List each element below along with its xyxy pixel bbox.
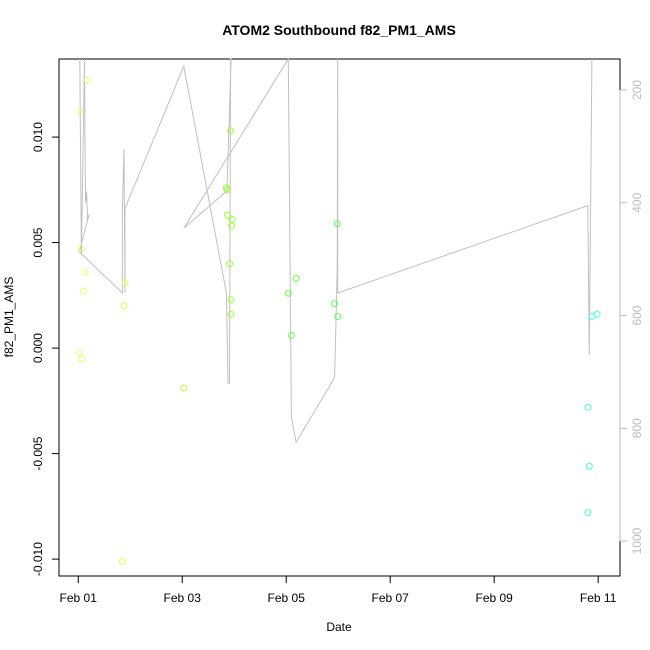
- data-point: [81, 268, 89, 276]
- data-point: [78, 355, 86, 363]
- x-tick-label: Feb 05: [268, 591, 306, 605]
- data-point: [227, 127, 235, 135]
- data-point: [79, 287, 87, 295]
- right-y-tick-label: 200: [630, 80, 644, 100]
- right-axis-series-line: [78, 57, 593, 444]
- data-point: [121, 279, 129, 287]
- right-y-tick-label: 600: [630, 305, 644, 325]
- data-point: [228, 222, 236, 230]
- data-point: [180, 384, 188, 392]
- data-point: [223, 186, 231, 194]
- y-tick-label: -0.010: [31, 542, 45, 576]
- data-point: [333, 220, 341, 228]
- x-tick-label: Feb 07: [372, 591, 410, 605]
- data-point: [584, 509, 592, 517]
- plot-box: [58, 58, 621, 577]
- data-point: [76, 108, 84, 116]
- data-point: [77, 245, 85, 253]
- data-point: [585, 462, 593, 470]
- y-tick-label: 0.000: [31, 333, 45, 363]
- data-point: [284, 289, 292, 297]
- data-point: [287, 331, 295, 339]
- data-point: [75, 348, 83, 356]
- data-point: [334, 312, 342, 320]
- data-point: [593, 310, 601, 318]
- y-tick-label: 0.005: [31, 227, 45, 257]
- y-tick-label: -0.005: [31, 436, 45, 470]
- data-point: [118, 557, 126, 565]
- data-point: [292, 274, 300, 282]
- x-tick-label: Feb 11: [580, 591, 617, 605]
- right-y-axis: 200 400 600 800 1000: [619, 80, 644, 554]
- data-point: [120, 302, 128, 310]
- data-point: [227, 310, 235, 318]
- scatter-points: [75, 76, 601, 565]
- series-line: [78, 57, 593, 444]
- data-point: [331, 300, 339, 308]
- chart-title: ATOM2 Southbound f82_PM1_AMS: [222, 22, 456, 38]
- data-point: [227, 296, 235, 304]
- data-point: [226, 260, 234, 268]
- x-axis-label: Date: [326, 620, 352, 634]
- x-tick-label: Feb 03: [164, 591, 202, 605]
- right-y-tick-label: 400: [630, 192, 644, 212]
- right-y-tick-label: 1000: [630, 527, 644, 554]
- data-point: [223, 211, 231, 219]
- right-y-tick-label: 800: [630, 418, 644, 438]
- x-tick-label: Feb 01: [60, 591, 98, 605]
- y-axis-label: f82_PM1_AMS: [2, 277, 16, 358]
- y-tick-label: 0.010: [31, 122, 45, 152]
- y-axis: -0.010 -0.005 0.000 0.005 0.010: [31, 122, 60, 576]
- x-axis: Feb 01 Feb 03 Feb 05 Feb 07 Feb 09 Feb 11: [60, 575, 617, 605]
- data-point: [84, 76, 92, 84]
- x-tick-label: Feb 09: [475, 591, 513, 605]
- data-point: [584, 403, 592, 411]
